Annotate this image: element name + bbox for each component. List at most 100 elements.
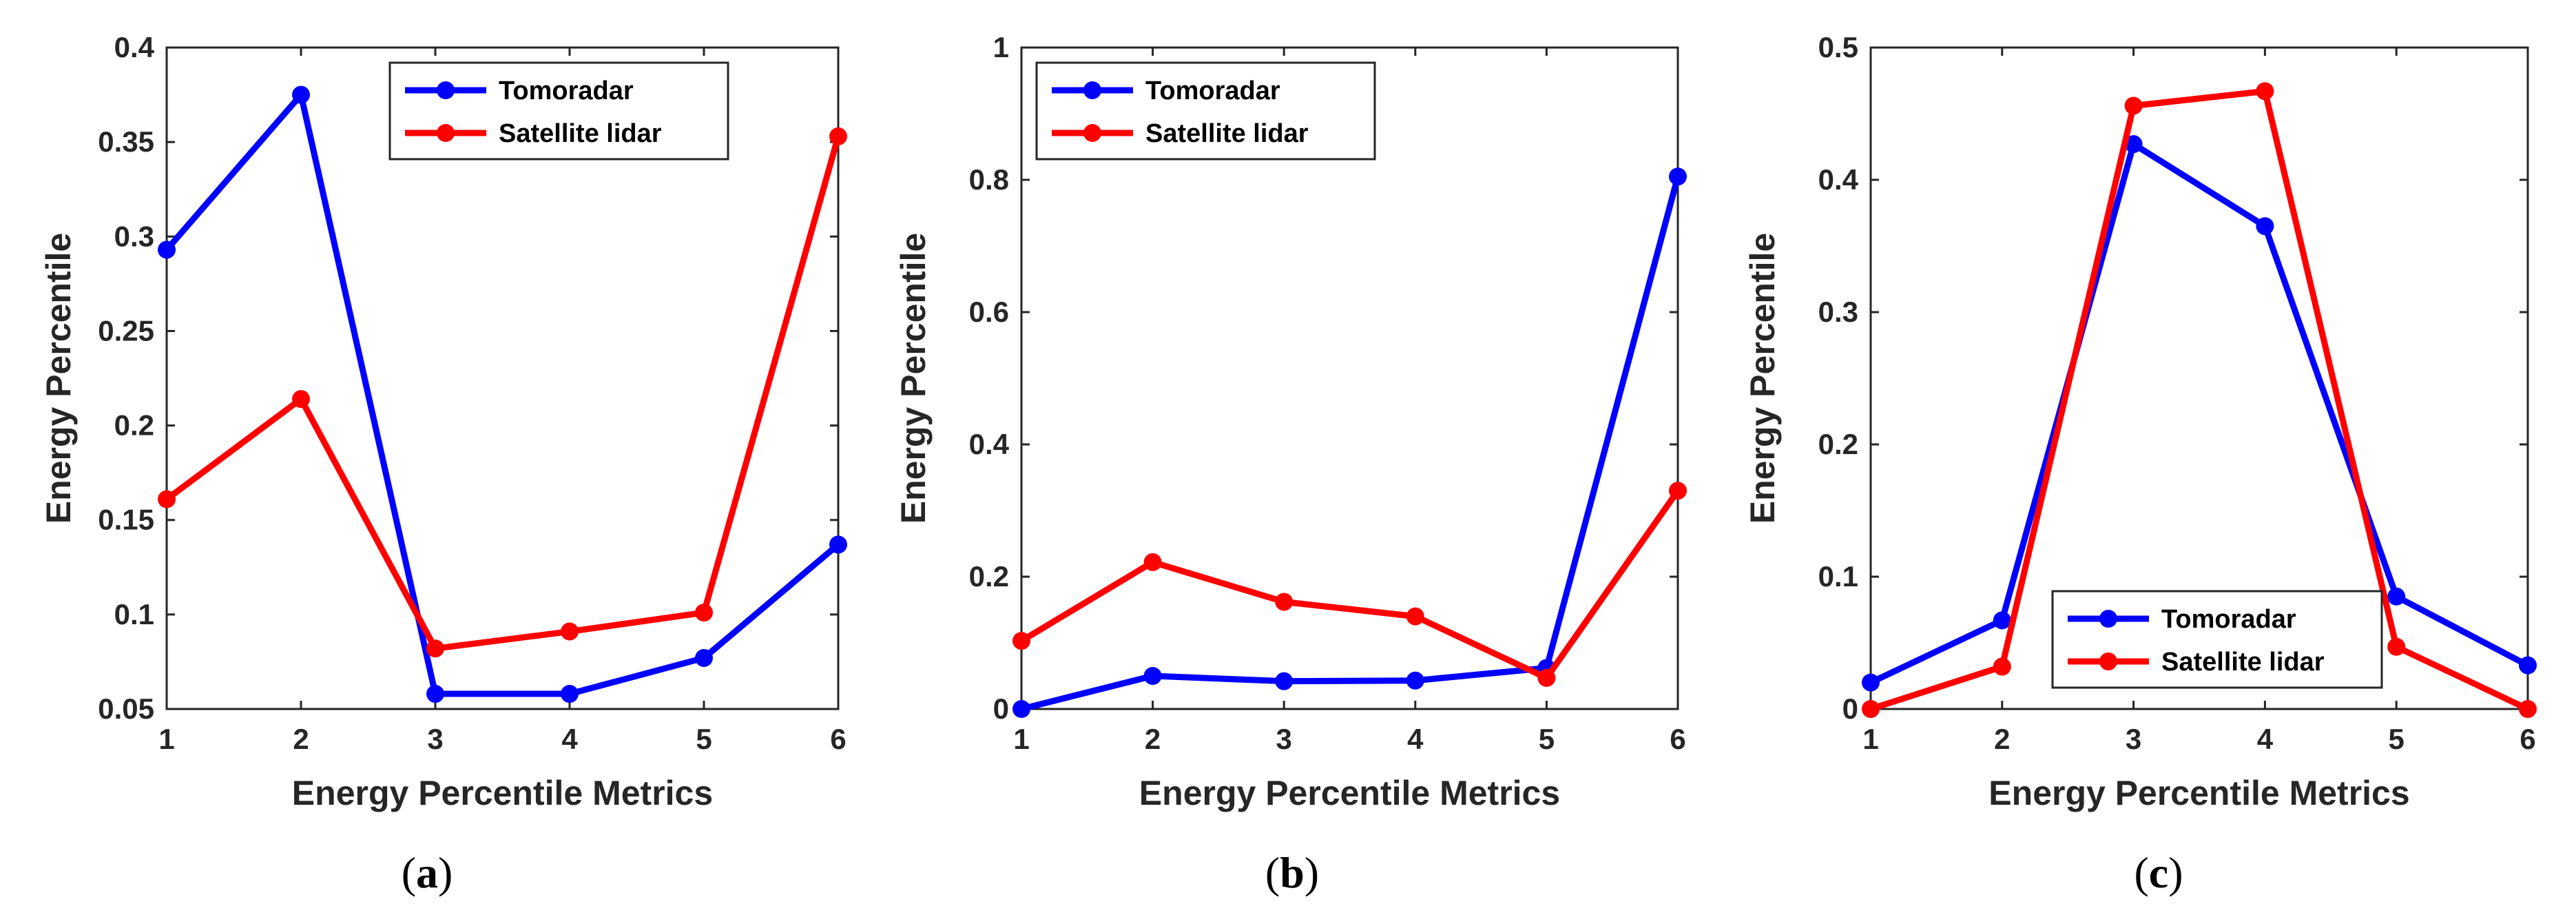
series-line-satellite-lidar — [1869, 88, 2529, 712]
x-tick-label: 5 — [2389, 723, 2404, 755]
data-point-tomoradar — [2256, 217, 2274, 236]
legend-label-tomoradar: Tomoradar — [499, 76, 634, 105]
data-point-tomoradar — [1993, 611, 2011, 630]
data-point-tomoradar — [1669, 167, 1687, 186]
data-point-tomoradar — [1406, 671, 1424, 690]
panel-caption: (b) — [1265, 848, 1319, 897]
x-tick-label: 1 — [1862, 723, 1878, 755]
y-tick-label: 0.1 — [114, 598, 154, 630]
y-tick-label: 0.35 — [98, 125, 154, 158]
x-tick-label: 6 — [2520, 723, 2535, 755]
x-tick-label: 4 — [1407, 723, 1424, 755]
y-tick-label: 0.8 — [969, 163, 1009, 196]
x-tick-label: 2 — [1994, 723, 2010, 755]
data-point-satellite-lidar — [292, 390, 310, 409]
legend-box — [2051, 590, 2383, 689]
x-tick-label: 6 — [1670, 723, 1685, 755]
y-tick-label: 1 — [993, 31, 1009, 63]
data-point-satellite-lidar — [1012, 632, 1030, 650]
y-tick-label: 0 — [1842, 692, 1858, 725]
data-point-satellite-lidar — [1143, 553, 1162, 571]
data-point-tomoradar — [1862, 673, 1880, 692]
y-tick-label: 0.15 — [98, 504, 154, 536]
data-point-tomoradar — [561, 685, 579, 703]
x-tick-label: 5 — [696, 723, 711, 755]
chart-panel-b: 1 2 3 4 5 6 0 0.2 0.4 0.6 0.8 1 Energy Percentile Me… — [894, 31, 1687, 897]
legend: Tomoradar Satellite lidar — [2051, 590, 2383, 689]
data-point-satellite-lidar — [1669, 482, 1687, 500]
x-tick-label: 3 — [2126, 723, 2141, 755]
data-point-tomoradar — [695, 648, 713, 667]
x-tick-label: 1 — [158, 723, 174, 755]
y-tick-label: 0.4 — [969, 428, 1010, 460]
panel-caption: (a) — [402, 848, 453, 897]
x-tick-label: 3 — [1276, 723, 1292, 755]
data-point-satellite-lidar — [426, 639, 444, 658]
x-tick-label: 3 — [427, 723, 443, 755]
y-tick-label: 0.4 — [114, 31, 155, 63]
data-point-satellite-lidar — [1406, 607, 1424, 626]
legend-label-tomoradar: Tomoradar — [1145, 76, 1280, 105]
data-point-tomoradar — [1275, 672, 1294, 690]
data-point-tomoradar — [2124, 135, 2143, 154]
y-axis-label: Energy Percentile — [39, 233, 78, 524]
legend-label-satellite-lidar: Satellite lidar — [2161, 648, 2325, 677]
data-point-satellite-lidar — [1862, 700, 1880, 718]
y-tick-label: 0.6 — [969, 296, 1009, 328]
y-tick-label: 0.2 — [114, 409, 154, 442]
x-axis-label: Energy Percentile Metrics — [1139, 774, 1560, 812]
x-tick-label: 4 — [2257, 723, 2274, 755]
series-line-tomoradar — [164, 92, 840, 697]
y-tick-label: 0.3 — [114, 220, 154, 252]
legend-box — [388, 61, 729, 161]
data-point-satellite-lidar — [561, 622, 579, 641]
x-tick-label: 5 — [1539, 723, 1555, 755]
data-point-satellite-lidar — [1537, 668, 1556, 687]
series-line-satellite-lidar — [165, 135, 842, 652]
data-point-tomoradar — [426, 685, 444, 703]
y-tick-label: 0.2 — [1818, 428, 1858, 460]
legend-marker-satellite-lidar — [437, 124, 455, 142]
x-tick-label: 6 — [830, 723, 846, 755]
legend-marker-tomoradar — [2099, 610, 2117, 628]
y-tick-label: 0.05 — [98, 692, 154, 725]
series-line-tomoradar — [1020, 176, 1681, 712]
y-tick-label: 0.3 — [1818, 296, 1858, 328]
data-point-tomoradar — [2387, 587, 2406, 606]
x-axis-label: Energy Percentile Metrics — [292, 774, 713, 812]
x-tick-label: 2 — [1145, 723, 1161, 755]
y-tick-label: 0.1 — [1818, 560, 1858, 593]
data-point-satellite-lidar — [2124, 96, 2143, 115]
legend: Tomoradar Satellite lidar — [1035, 61, 1376, 161]
legend-label-tomoradar: Tomoradar — [2161, 605, 2296, 634]
legend-marker-satellite-lidar — [2099, 652, 2117, 670]
y-tick-label: 0 — [993, 692, 1009, 725]
panel-caption: (c) — [2134, 848, 2183, 897]
x-tick-label: 2 — [293, 723, 309, 755]
series-line-tomoradar — [1869, 141, 2530, 686]
data-point-tomoradar — [292, 85, 310, 104]
data-point-satellite-lidar — [2387, 637, 2406, 656]
data-point-satellite-lidar — [1993, 657, 2011, 676]
chart-panel-a: 1 2 3 4 5 6 0.05 0.1 0.15 0.2 0.25 0.3 0.35 0.4 Energy… — [39, 31, 847, 897]
legend-box — [1035, 61, 1376, 161]
legend-marker-satellite-lidar — [1083, 124, 1101, 142]
data-point-satellite-lidar — [2519, 700, 2537, 718]
y-axis-label: Energy Percentile — [1743, 233, 1782, 524]
data-point-tomoradar — [2519, 656, 2537, 675]
y-tick-label: 0.25 — [98, 314, 154, 347]
data-point-tomoradar — [1012, 700, 1030, 718]
x-tick-label: 1 — [1013, 723, 1029, 755]
legend-marker-tomoradar — [1083, 81, 1101, 99]
data-point-satellite-lidar — [829, 127, 847, 145]
data-point-satellite-lidar — [1275, 593, 1294, 611]
series-line-satellite-lidar — [1019, 489, 1681, 681]
x-tick-label: 4 — [561, 723, 578, 755]
y-tick-label: 0.4 — [1818, 163, 1859, 196]
legend: Tomoradar Satellite lidar — [388, 61, 729, 161]
data-point-satellite-lidar — [158, 490, 176, 508]
data-point-satellite-lidar — [695, 604, 713, 622]
data-point-tomoradar — [158, 240, 176, 259]
legend-label-satellite-lidar: Satellite lidar — [1145, 119, 1309, 148]
chart-panel-c: 1 2 3 4 5 6 0 0.1 0.2 0.3 0.4 0.5 Energy Percentile … — [1743, 31, 2537, 897]
